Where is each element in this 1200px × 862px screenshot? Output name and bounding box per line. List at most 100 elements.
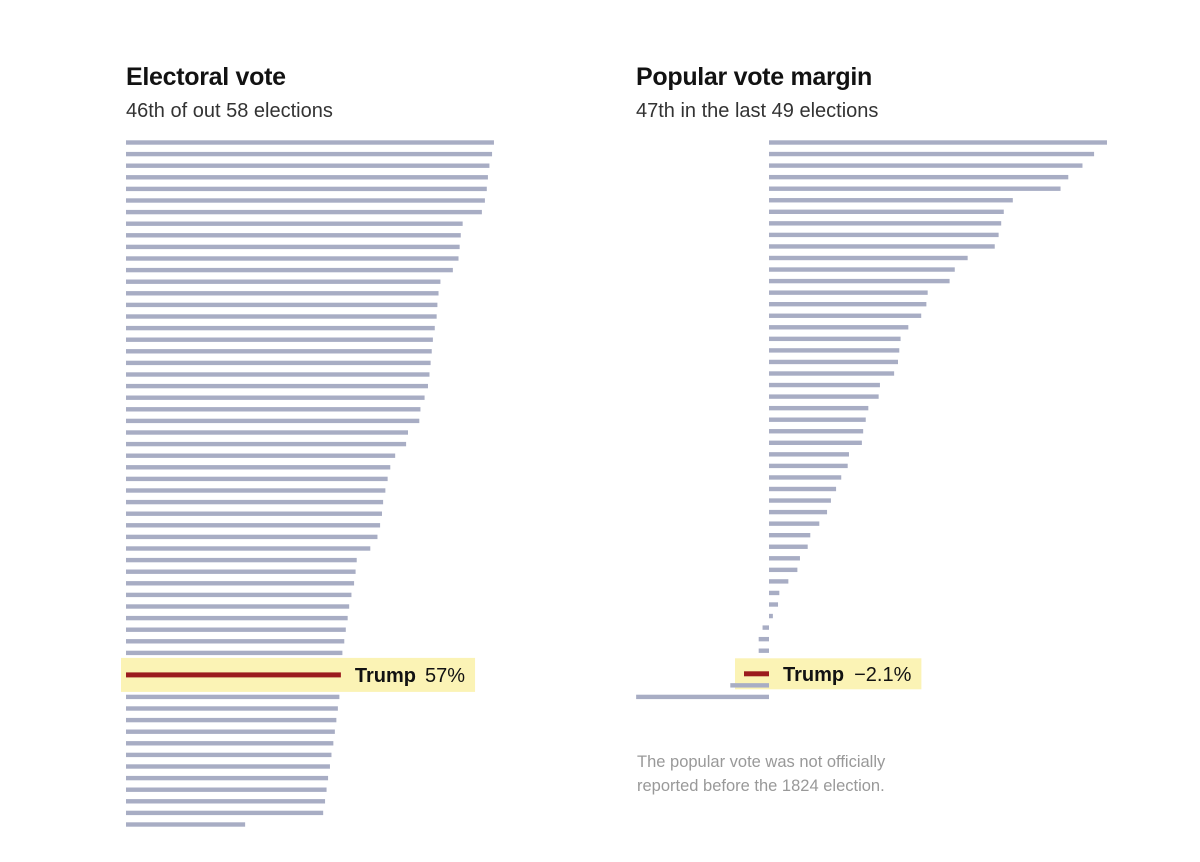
electoral-bar [126,441,407,447]
electoral-bar [126,799,326,804]
popular-bar [769,440,862,445]
electoral-bar [126,256,459,261]
electoral-bar [126,244,460,250]
popular-bar [769,567,798,573]
popular-bar [769,174,1069,180]
footnote-line-2: reported before the 1824 election. [637,777,885,795]
electoral-bar [126,360,431,366]
popular-bar [769,394,879,399]
popular-bar [758,648,769,653]
popular-bar [769,198,1013,203]
electoral-bar [126,604,350,609]
electoral-bar [126,175,488,180]
popular-bar [769,221,1002,226]
electoral-bar [126,706,338,711]
electoral-bar [126,209,482,215]
popular-bar [769,267,955,272]
popular-bar [769,209,1004,214]
electoral-bar [126,349,432,354]
electoral-bar [126,337,433,342]
electoral-bar [126,639,345,644]
electoral-bar [126,752,332,758]
popular-bar [769,140,1107,145]
popular-bar [769,533,811,538]
electoral-bar [126,511,382,516]
electoral-trump-bar [126,672,341,678]
popular-bar [769,486,837,492]
electoral-chart-title: Electoral vote [126,63,286,91]
popular-bar [769,544,808,549]
electoral-chart-subtitle: 46th of out 58 elections [126,100,333,122]
electoral-bar [126,302,438,308]
popular-bar [769,348,900,353]
electoral-bar [126,650,343,656]
electoral-bar [126,615,348,621]
electoral-bar [126,810,324,816]
popular-bar [769,163,1083,168]
popular-highlight-value: −2.1% [854,664,911,686]
popular-bar [769,244,995,249]
electoral-bar [126,569,356,574]
popular-bar [769,313,922,318]
electoral-bar [126,291,439,296]
electoral-bar [126,764,330,769]
electoral-bar [126,557,357,563]
popular-bar [769,521,820,526]
footnote-line-1: The popular vote was not officially [637,753,886,771]
electoral-bar [126,151,493,157]
popular-bar [762,625,769,630]
electoral-bar [126,694,340,700]
electoral-bar [126,476,388,482]
electoral-bar [126,395,425,400]
electoral-bar [126,233,461,238]
electoral-bar [126,418,420,424]
popular-bar [769,405,869,411]
electoral-bar [126,221,463,226]
electoral-bar [126,163,490,168]
electoral-bar [126,314,437,319]
popular-bar [769,359,898,365]
popular-bar [636,694,769,700]
electoral-bar [126,383,428,389]
electoral-bar [126,430,408,435]
electoral-bar [126,198,485,203]
popular-bar [769,417,866,422]
electoral-highlight-label: Trump [355,665,416,687]
popular-bar [769,302,927,307]
electoral-highlight-value: 57% [425,665,465,687]
electoral-bar [126,372,430,377]
electoral-bar [126,787,327,792]
popular-chart-title: Popular vote margin [636,63,873,91]
popular-bar [769,278,950,284]
popular-bar [769,475,842,480]
popular-bar [769,336,901,342]
electoral-bar [126,325,435,331]
electoral-bar [126,279,441,284]
popular-highlight-label: Trump [783,664,844,686]
electoral-bar [126,592,352,598]
popular-bar [769,556,800,561]
popular-bar [769,429,864,434]
electoral-bar [126,488,386,493]
popular-bar [769,186,1061,191]
popular-bar [769,382,880,388]
popular-bar [769,498,831,503]
electoral-bar [126,627,346,632]
electoral-bar [126,267,453,273]
electoral-bar [126,140,494,145]
popular-bar [769,151,1095,157]
electoral-bar [126,407,421,412]
electoral-bar [126,729,335,734]
popular-bar [769,452,849,457]
electoral-bar [126,186,487,192]
popular-trump-bar [744,671,769,677]
popular-bar [769,325,909,330]
popular-bar [769,463,848,469]
electoral-bar [126,453,396,458]
popular-bar [769,579,789,584]
electoral-bar [126,741,334,746]
popular-bar [769,290,928,295]
electoral-bar [126,465,391,470]
electoral-bar [126,717,337,723]
